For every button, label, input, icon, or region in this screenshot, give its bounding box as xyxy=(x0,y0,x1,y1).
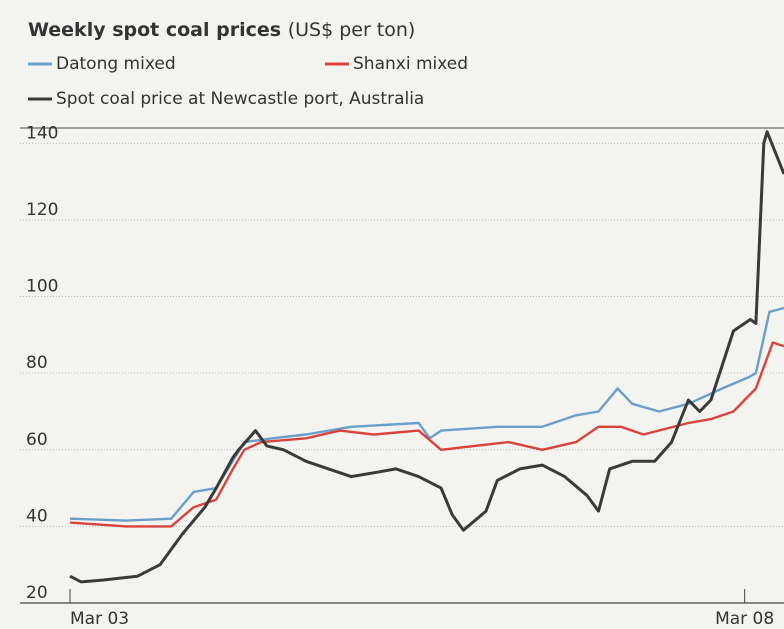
legend-label: Spot coal price at Newcastle port, Austr… xyxy=(56,89,424,109)
y-tick-label: 120 xyxy=(26,200,58,220)
line-series xyxy=(69,130,784,584)
line-series xyxy=(69,306,784,522)
chart-title: Weekly spot coal prices (US$ per ton) xyxy=(28,19,415,41)
y-tick-label: 20 xyxy=(26,583,48,603)
y-tick-label: 140 xyxy=(26,123,58,143)
y-tick-label: 40 xyxy=(26,506,48,526)
legend-label: Shanxi mixed xyxy=(353,54,468,74)
y-tick-label: 60 xyxy=(26,430,48,450)
subtitle: (US$ per ton) xyxy=(288,19,416,41)
x-tick-label: Mar 08 xyxy=(715,609,774,629)
y-tick-label: 100 xyxy=(26,277,58,297)
legend-label: Datong mixed xyxy=(56,54,176,74)
title: Weekly spot coal prices xyxy=(28,19,281,41)
y-tick-label: 80 xyxy=(26,353,48,373)
x-tick-label: Mar 03 xyxy=(70,609,129,629)
line-series xyxy=(69,341,784,528)
